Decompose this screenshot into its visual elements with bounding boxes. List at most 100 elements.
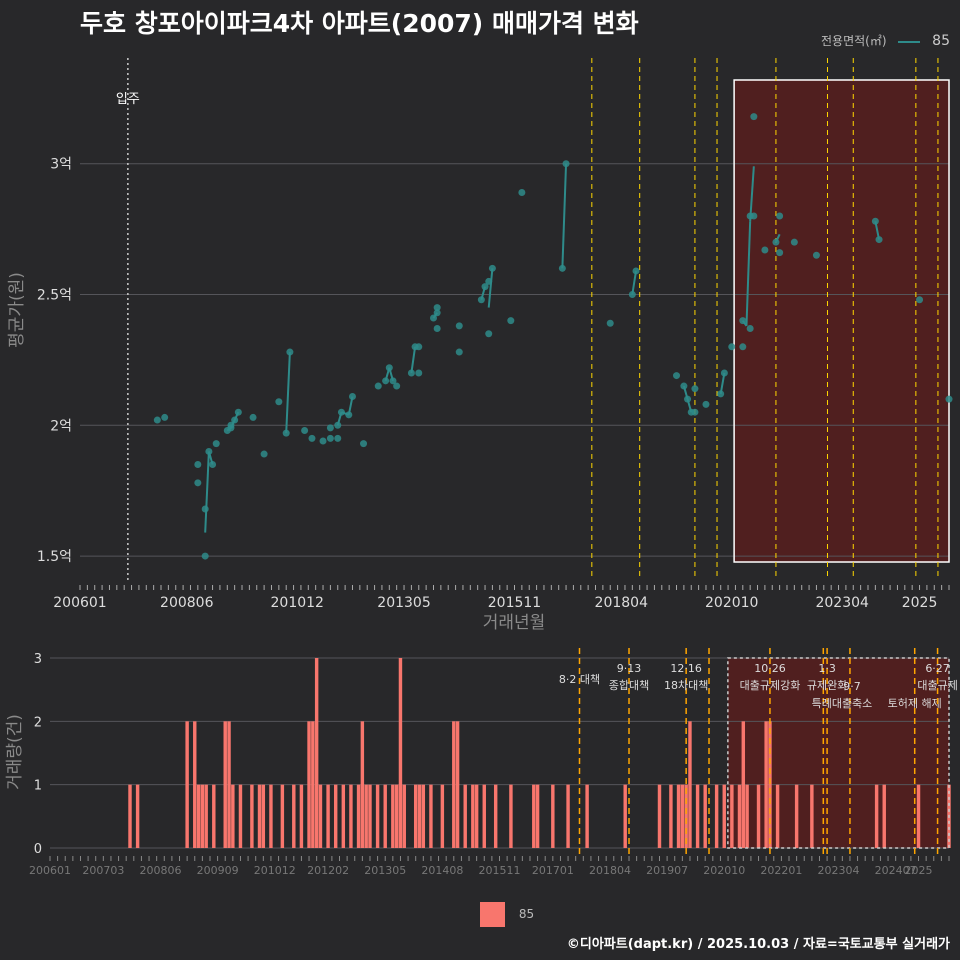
policy-label: 9·7: [843, 680, 861, 693]
bottom-x-tick-label: 201907: [646, 864, 688, 877]
bottom-highlight-border: [727, 657, 950, 849]
volume-bar: [364, 784, 368, 848]
volume-bar: [231, 784, 235, 848]
data-point: [776, 212, 784, 220]
volume-bar: [185, 721, 189, 848]
data-point: [429, 314, 437, 322]
x-tick-label: 201804: [595, 595, 649, 611]
data-point: [875, 236, 883, 244]
data-point: [558, 264, 566, 272]
x-axis-title: 거래년월: [483, 613, 546, 633]
y-tick-label: 2.5억: [37, 287, 72, 303]
data-point: [345, 411, 353, 419]
data-point: [507, 317, 515, 325]
x-tick-label: 201511: [488, 595, 541, 611]
bottom-x-tick-label: 201202: [307, 864, 349, 877]
volume-bar: [402, 784, 406, 848]
data-point: [739, 343, 747, 351]
volume-bar: [261, 784, 266, 848]
volume-bar: [292, 784, 296, 848]
x-tick-label: 200806: [160, 595, 214, 611]
data-point: [433, 309, 441, 317]
y-tick-label: 2억: [50, 418, 72, 434]
bottom-y-tick-label: 1: [34, 779, 42, 794]
volume-bar: [360, 721, 365, 848]
volume-bar: [375, 784, 380, 848]
policy-label: 특례대출축소: [812, 697, 873, 710]
page-title: 두호 창포아이파크4차 아파트(2007) 매매가격 변화: [80, 9, 639, 38]
policy-label: 10·26: [754, 662, 786, 675]
series-line-segment: [745, 221, 752, 326]
policy-label: 토허제 해제: [888, 696, 942, 710]
data-point: [761, 246, 769, 254]
data-point: [812, 251, 820, 259]
x-tick-label: 200601: [53, 595, 106, 611]
volume-bar: [341, 784, 346, 848]
x-tick-label: 201012: [271, 595, 324, 611]
footer-credit: ©디아파트(dapt.kr) / 2025.10.03 / 자료=국토교통부 실…: [566, 937, 950, 952]
volume-bar: [299, 784, 304, 848]
data-point: [632, 267, 640, 275]
volume-bar: [669, 784, 673, 848]
bottom-x-tick-label: 202010: [703, 864, 745, 877]
bottom-x-tick-label: 201804: [589, 864, 631, 877]
volume-bar: [349, 784, 353, 848]
volume-bar: [676, 784, 681, 848]
data-point: [385, 364, 393, 372]
data-point: [407, 369, 415, 377]
data-point: [684, 395, 692, 403]
data-point: [746, 325, 754, 332]
data-point: [433, 325, 441, 332]
volume-bar: [212, 784, 216, 848]
volume-bar: [196, 784, 201, 848]
legend-top-line: [898, 40, 921, 43]
volume-bar: [314, 658, 319, 848]
volume-bar: [482, 784, 486, 848]
volume-bar: [463, 784, 467, 848]
data-point: [308, 434, 316, 442]
data-point: [389, 377, 397, 385]
data-point: [776, 249, 784, 257]
data-point: [348, 393, 356, 401]
legend-top-title: 전용면적(㎡): [820, 34, 887, 48]
volume-bar: [680, 784, 685, 848]
data-point: [720, 369, 728, 377]
volume-bar: [768, 721, 772, 848]
volume-bar: [368, 784, 372, 848]
bottom-y-tick-label: 0: [34, 842, 42, 857]
volume-bar: [227, 721, 231, 848]
data-point: [728, 343, 736, 351]
data-point: [360, 440, 368, 448]
data-point: [455, 322, 463, 330]
bottom-x-tick-label: 200703: [82, 864, 124, 877]
data-point: [717, 390, 725, 398]
data-point: [562, 160, 570, 168]
bottom-x-tick-label: 201701: [532, 864, 574, 877]
volume-bar: [509, 784, 513, 848]
bottom-x-tick-label: 202304: [818, 864, 860, 877]
volume-bar: [566, 784, 570, 848]
data-point: [393, 382, 401, 390]
data-point: [702, 400, 710, 408]
bottom-y-axis-title: 거래량(건): [5, 714, 25, 790]
volume-bar: [916, 784, 921, 848]
bottom-x-tick-label: 200806: [139, 864, 181, 877]
policy-label: 12·16: [670, 662, 702, 675]
volume-bar: [730, 784, 734, 848]
volume-bar: [756, 784, 761, 848]
data-point: [871, 217, 879, 225]
legend-bottom: 85: [480, 902, 534, 927]
data-point: [433, 304, 441, 312]
volume-bar: [257, 784, 262, 848]
data-point: [161, 413, 169, 421]
data-point: [194, 479, 202, 487]
y-tick-label: 3억: [50, 157, 72, 173]
policy-label: 대출규제강화: [740, 679, 801, 692]
volume-bar: [391, 784, 395, 848]
highlight-border: [733, 79, 950, 563]
data-point: [282, 429, 290, 437]
legend-bottom-label: 85: [518, 907, 535, 921]
data-point: [326, 424, 334, 432]
bottom-x-tick-label: 202407: [875, 864, 917, 877]
